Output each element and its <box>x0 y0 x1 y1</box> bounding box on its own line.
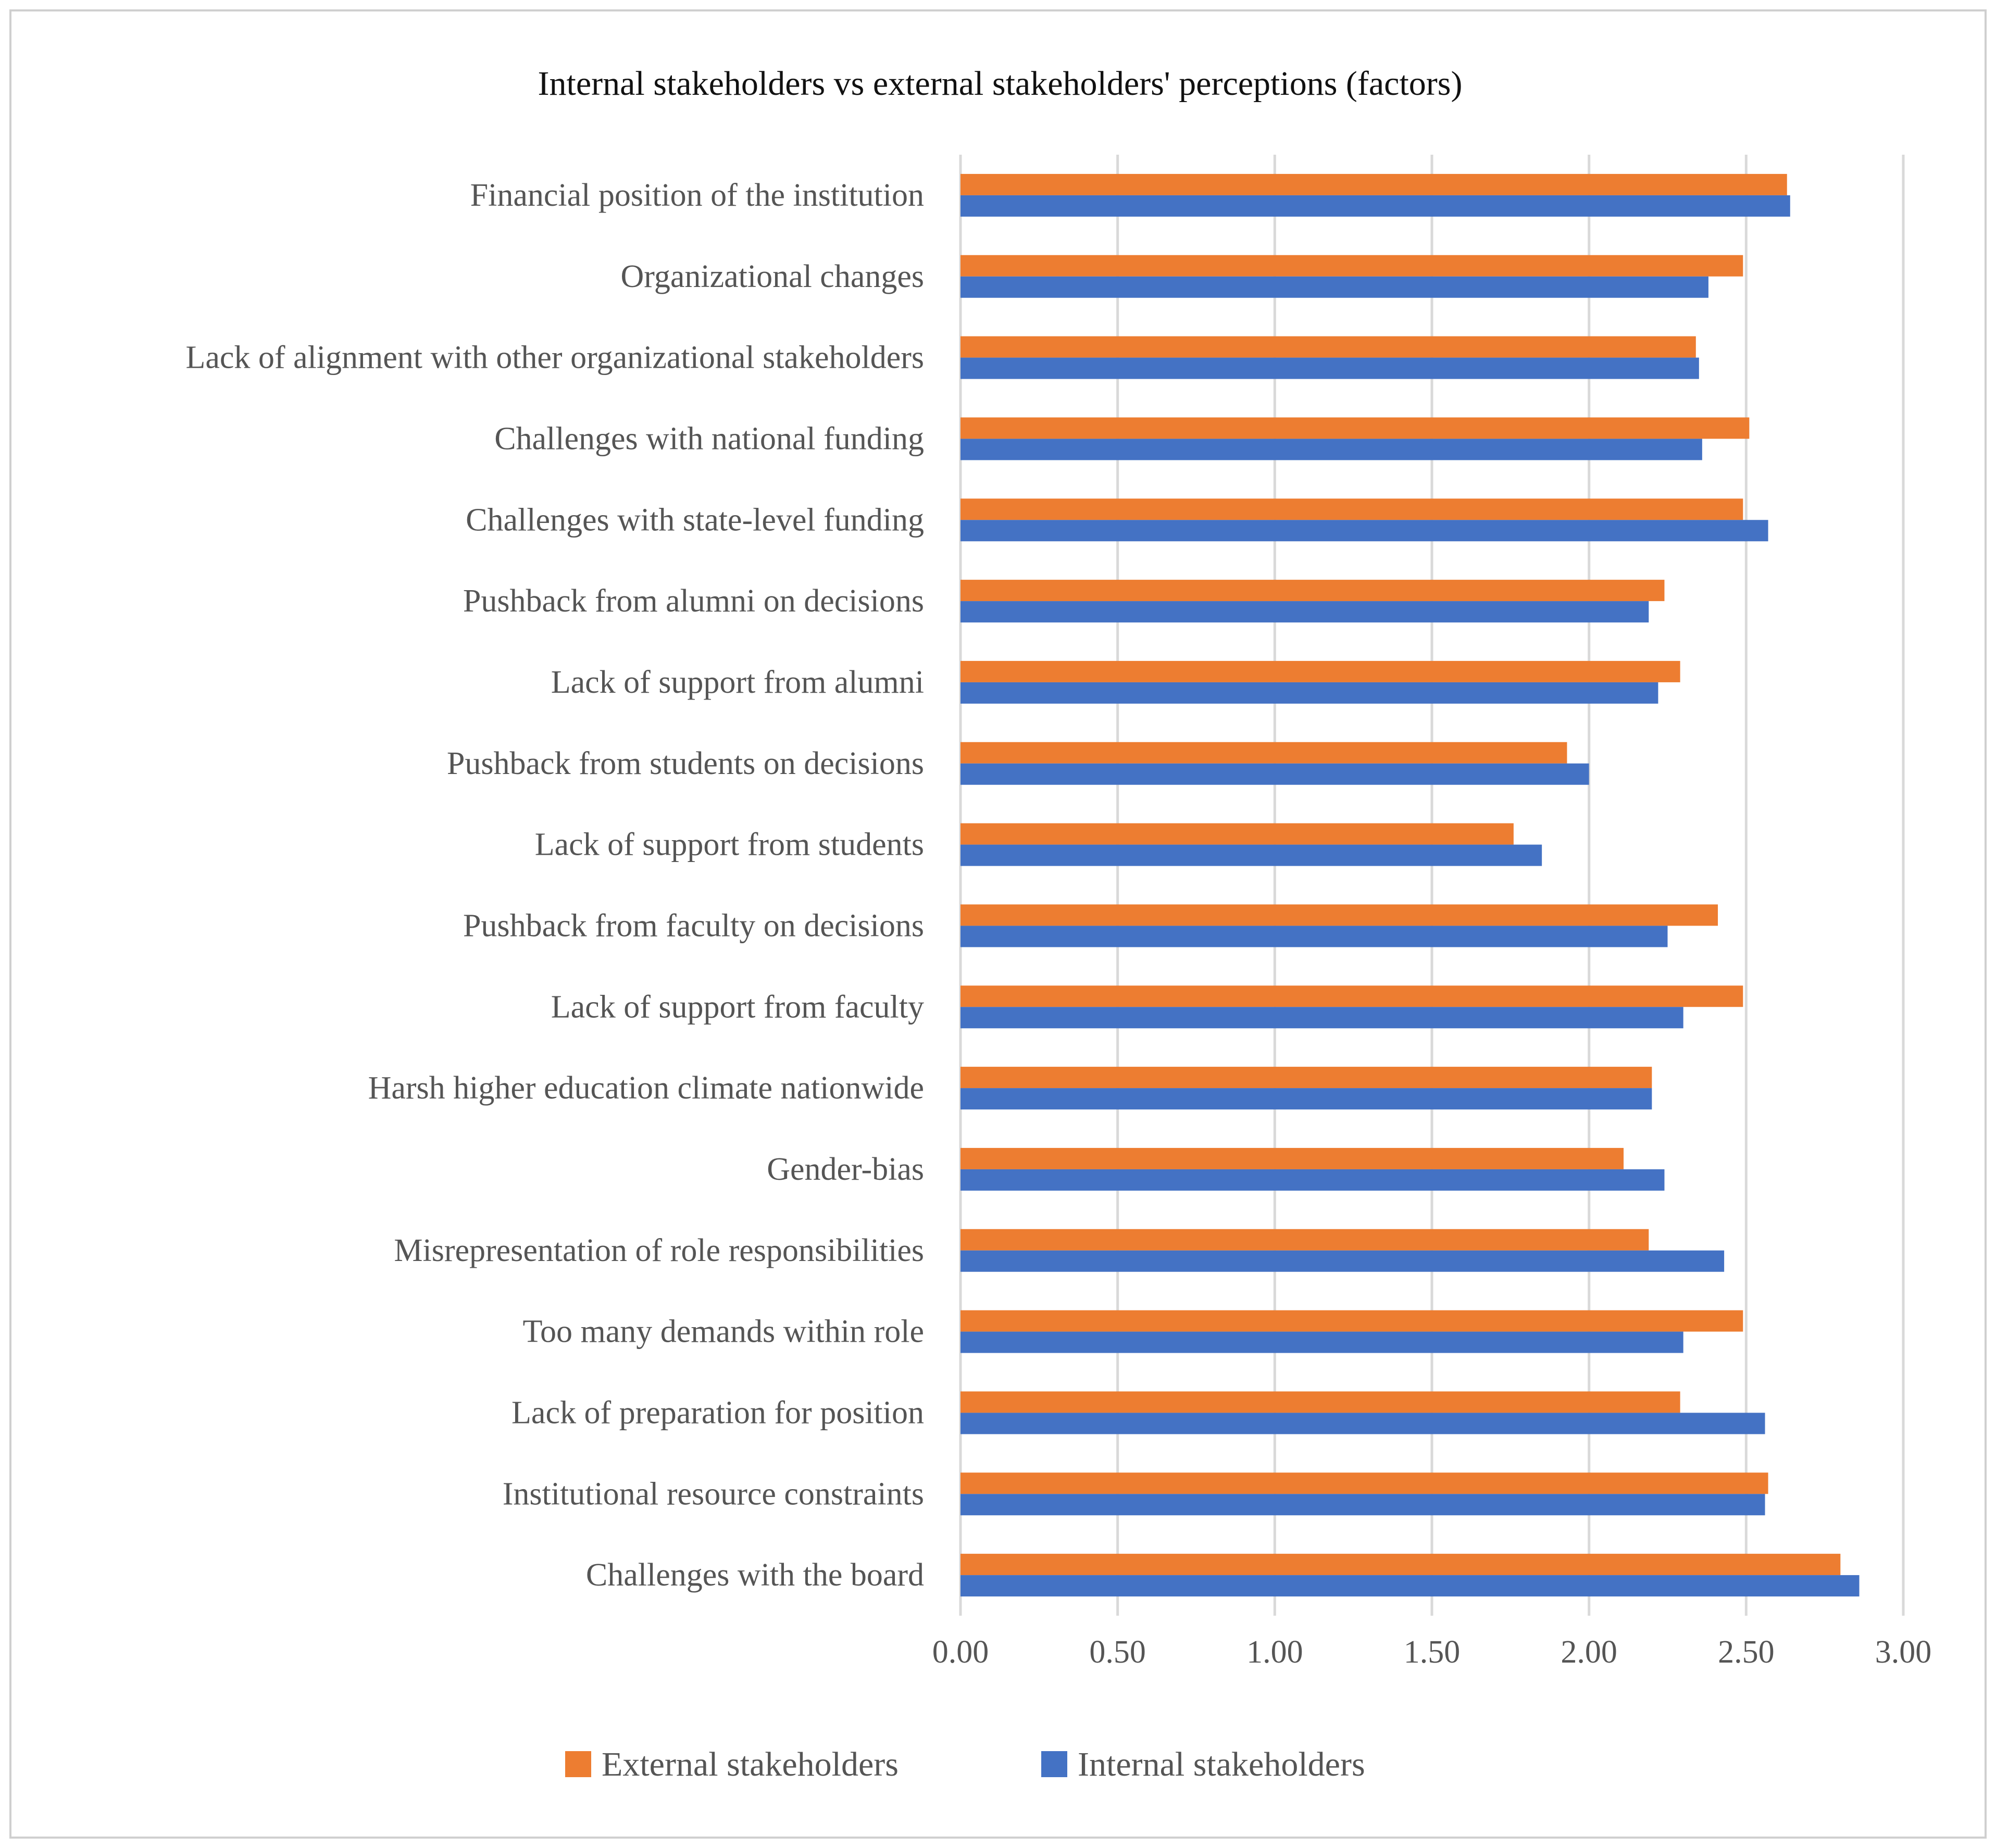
bar-internal-harsh-higher-education-climate-nationwide <box>960 1088 1652 1110</box>
bar-internal-pushback-from-alumni-on-decisions <box>960 601 1649 623</box>
bars <box>960 173 1860 1597</box>
category-label: Lack of alignment with other organizatio… <box>185 340 924 376</box>
bar-external-challenges-with-national-funding <box>960 417 1750 439</box>
bar-internal-lack-of-support-from-alumni <box>960 682 1658 704</box>
bar-internal-organizational-changes <box>960 276 1708 298</box>
legend: External stakeholders Internal stakeholde… <box>565 1745 1365 1783</box>
bar-internal-institutional-resource-constraints <box>960 1494 1765 1516</box>
chart: Internal stakeholders vs external stakeh… <box>185 65 1932 1783</box>
category-label: Lack of preparation for position <box>512 1395 924 1430</box>
category-label: Pushback from faculty on decisions <box>463 908 924 943</box>
category-label: Challenges with the board <box>586 1557 924 1593</box>
x-tick-label: 1.00 <box>1246 1634 1303 1670</box>
x-tick-label: 0.50 <box>1089 1634 1146 1670</box>
category-label: Misrepresentation of role responsibiliti… <box>394 1233 924 1268</box>
category-label: Institutional resource constraints <box>503 1476 924 1512</box>
bar-external-lack-of-preparation-for-position <box>960 1391 1680 1413</box>
bar-internal-pushback-from-students-on-decisions <box>960 763 1589 785</box>
legend-label-external-stakeholders: External stakeholders <box>602 1745 899 1783</box>
x-tick-label: 1.50 <box>1404 1634 1461 1670</box>
bar-external-lack-of-support-from-alumni <box>960 660 1680 682</box>
bar-external-challenges-with-the-board <box>960 1554 1841 1576</box>
legend-swatch-external-stakeholders <box>565 1751 591 1777</box>
bar-external-organizational-changes <box>960 255 1743 277</box>
category-label: Pushback from students on decisions <box>447 746 924 781</box>
bar-internal-challenges-with-the-board <box>960 1575 1860 1597</box>
bar-external-gender-bias <box>960 1147 1624 1169</box>
category-label: Challenges with national funding <box>494 421 924 456</box>
bar-internal-lack-of-support-from-students <box>960 844 1542 866</box>
legend-swatch-internal-stakeholders <box>1041 1751 1067 1777</box>
bar-external-lack-of-support-from-faculty <box>960 985 1743 1007</box>
category-label: Lack of support from faculty <box>551 989 924 1025</box>
bar-external-financial-position-of-the-institution <box>960 173 1787 195</box>
bar-internal-gender-bias <box>960 1169 1665 1191</box>
bar-internal-lack-of-alignment-with-other-organizational-stakeholders <box>960 357 1699 379</box>
bar-internal-financial-position-of-the-institution <box>960 195 1790 217</box>
bar-internal-pushback-from-faculty-on-decisions <box>960 926 1668 947</box>
bar-internal-challenges-with-state-level-funding <box>960 520 1768 542</box>
bar-external-institutional-resource-constraints <box>960 1472 1768 1494</box>
bar-external-pushback-from-students-on-decisions <box>960 742 1567 764</box>
bar-internal-misrepresentation-of-role-responsibilities <box>960 1250 1725 1272</box>
chart-frame: Internal stakeholders vs external stakeh… <box>9 9 1987 1839</box>
gridlines <box>959 155 1905 1616</box>
x-tick-label: 3.00 <box>1875 1634 1932 1670</box>
x-tick-label: 2.00 <box>1561 1634 1617 1670</box>
x-axis-ticks: 0.00 0.50 1.00 1.50 2.00 2.50 3.00 <box>932 1634 1932 1670</box>
category-label: Lack of support from students <box>535 827 924 863</box>
bar-external-too-many-demands-within-role <box>960 1310 1743 1332</box>
category-labels: Financial position of the institution Org… <box>185 178 924 1593</box>
category-label: Pushback from alumni on decisions <box>463 583 924 619</box>
category-label: Too many demands within role <box>522 1314 924 1350</box>
category-label: Organizational changes <box>621 259 924 294</box>
bar-external-lack-of-alignment-with-other-organizational-stakeholders <box>960 336 1696 358</box>
category-label: Harsh higher education climate nationwid… <box>368 1070 924 1106</box>
x-tick-label: 2.50 <box>1718 1634 1775 1670</box>
bar-external-pushback-from-faculty-on-decisions <box>960 904 1718 926</box>
bar-external-misrepresentation-of-role-responsibilities <box>960 1229 1649 1251</box>
bar-internal-too-many-demands-within-role <box>960 1331 1683 1353</box>
category-label: Lack of support from alumni <box>551 665 924 700</box>
category-label: Financial position of the institution <box>470 178 924 213</box>
bar-internal-lack-of-preparation-for-position <box>960 1413 1765 1434</box>
bar-external-harsh-higher-education-climate-nationwide <box>960 1067 1652 1089</box>
category-label: Challenges with state-level funding <box>466 502 924 538</box>
category-label: Gender-bias <box>767 1152 924 1187</box>
bar-external-challenges-with-state-level-funding <box>960 498 1743 520</box>
x-tick-label: 0.00 <box>932 1634 989 1670</box>
bar-external-lack-of-support-from-students <box>960 823 1514 845</box>
bar-external-pushback-from-alumni-on-decisions <box>960 580 1665 602</box>
legend-label-internal-stakeholders: Internal stakeholders <box>1078 1745 1365 1783</box>
bar-internal-lack-of-support-from-faculty <box>960 1007 1683 1029</box>
bar-internal-challenges-with-national-funding <box>960 439 1702 460</box>
chart-title: Internal stakeholders vs external stakeh… <box>538 65 1463 103</box>
